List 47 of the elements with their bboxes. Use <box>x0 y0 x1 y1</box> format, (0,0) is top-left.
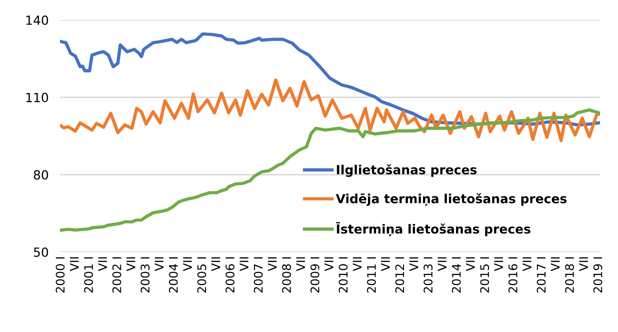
x-tick-label: 2013 I <box>424 257 433 293</box>
x-tick-label: VII <box>522 257 532 272</box>
x-tick-label: 2007 I <box>254 257 263 293</box>
x-tick-label: VII <box>579 257 588 272</box>
x-tick-label: VII <box>550 257 560 272</box>
x-tick-label: VII <box>324 257 334 272</box>
x-tick-label: VII <box>381 257 390 272</box>
x-tick-label: VII <box>494 257 503 272</box>
x-tick-label: 2015 I <box>480 257 490 293</box>
x-tick-label: 2011 I <box>366 257 376 293</box>
x-tick-label: VII <box>70 257 79 272</box>
x-tick-label: VII <box>183 257 192 272</box>
line-series <box>60 78 600 142</box>
x-tick-label: 2017 I <box>536 257 546 293</box>
x-tick-label: 2008 I <box>282 257 292 293</box>
legend-label: Ilglietošanas preces <box>336 164 477 177</box>
x-tick-label: VII <box>268 257 277 272</box>
x-tick-label: 2010 I <box>338 257 348 293</box>
legend-label: Īstermiņa lietošanas preces <box>336 222 530 236</box>
x-tick-label: VII <box>352 257 362 272</box>
x-tick-label: 2019 I <box>593 257 602 293</box>
x-tick-label: VII <box>296 257 305 272</box>
x-tick-label: VII <box>240 257 248 272</box>
x-tick-label: 2016 I <box>508 257 518 293</box>
y-tick-label: 110 <box>26 92 48 102</box>
x-tick-label: VII <box>211 257 220 272</box>
x-tick-label: VII <box>466 257 475 272</box>
y-tick-label: 140 <box>26 15 48 25</box>
y-tick-label: 50 <box>34 247 48 257</box>
x-tick-label: VII <box>154 257 164 272</box>
x-tick-label: 2002 I <box>112 257 122 293</box>
x-tick-label: VII <box>126 257 136 272</box>
x-tick-label: 2005 I <box>197 257 206 293</box>
legend-label: Vidēja termiņa lietošanas preces <box>336 193 567 206</box>
x-tick-label: 2003 I <box>140 257 150 293</box>
x-tick-label: 2004 I <box>168 257 178 293</box>
y-tick-label: 80 <box>34 170 48 180</box>
x-tick-label: 2006 I <box>226 257 234 293</box>
x-tick-label: 2001 I <box>84 257 94 293</box>
x-tick-label: 2014 I <box>452 257 461 293</box>
x-tick-label: 2012 I <box>395 257 404 293</box>
x-tick-label: 2018 I <box>565 257 574 293</box>
x-tick-label: 2009 I <box>310 257 320 293</box>
x-tick-label: VII <box>410 257 418 272</box>
x-tick-label: VII <box>438 257 446 272</box>
x-tick-label: VII <box>98 257 107 272</box>
x-tick-label: 2000 I <box>56 257 65 293</box>
